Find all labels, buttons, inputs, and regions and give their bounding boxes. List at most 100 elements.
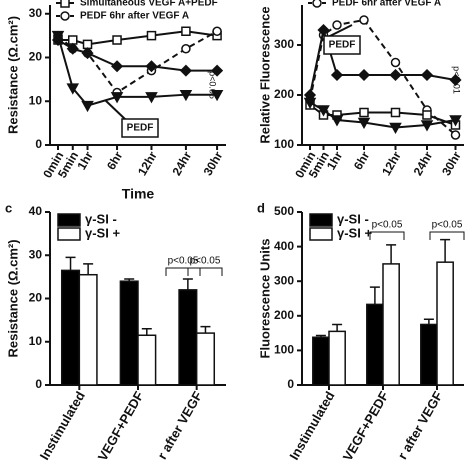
- bar: [436, 261, 454, 386]
- marker: [359, 15, 369, 25]
- error-bar: [182, 278, 193, 290]
- y-tick-label: 300: [274, 37, 294, 51]
- series-line: [57, 30, 218, 94]
- legend-swatch: [309, 227, 333, 241]
- arrow: [327, 24, 353, 38]
- marker: [449, 73, 462, 87]
- error-bar: [369, 286, 380, 305]
- marker: [51, 30, 65, 43]
- x-tick-label: 24hr: [411, 149, 436, 178]
- legend-label: γ-SI +: [85, 225, 120, 240]
- error-bar: [141, 328, 152, 336]
- marker: [390, 107, 401, 118]
- bracket: [165, 267, 201, 276]
- y-tick-label: 20: [29, 50, 43, 64]
- error-bar: [200, 325, 211, 334]
- marker: [312, 0, 322, 8]
- marker: [60, 11, 70, 21]
- marker: [357, 117, 371, 130]
- error-bar: [65, 256, 76, 271]
- marker: [303, 97, 317, 110]
- bar: [137, 334, 157, 386]
- error-bar: [440, 238, 451, 263]
- y-tick-label: 300: [274, 273, 294, 287]
- x-tick-label: VEGF+PEDF: [340, 389, 392, 464]
- marker: [110, 92, 124, 104]
- y-tick-label: 500: [274, 204, 294, 218]
- y-tick-label: 200: [274, 308, 294, 322]
- marker: [330, 115, 344, 127]
- marker: [66, 83, 80, 95]
- marker: [317, 23, 330, 37]
- y-tick-label: 30: [29, 6, 43, 20]
- marker: [317, 105, 330, 117]
- annotation-box: [121, 118, 159, 138]
- annotation: p<0.05: [168, 256, 199, 267]
- marker: [145, 92, 158, 104]
- bar: [366, 303, 384, 386]
- marker: [212, 26, 222, 36]
- marker: [210, 89, 224, 102]
- x-tick-label: 6hr: [351, 149, 373, 172]
- legend-label: γ-SI -: [337, 211, 369, 226]
- marker: [389, 68, 402, 82]
- y-tick-label: 40: [29, 204, 43, 218]
- x-tick-label: Instimulated: [286, 389, 337, 463]
- annotation: PEDF: [329, 40, 356, 51]
- marker: [332, 20, 342, 30]
- y-tick-label: 20: [29, 291, 43, 305]
- bracket: [187, 267, 223, 276]
- error-bar: [83, 263, 94, 275]
- marker: [449, 115, 462, 127]
- y-axis-label: Fluorescence Units: [257, 239, 272, 359]
- marker: [181, 44, 191, 54]
- bracket: [369, 231, 405, 240]
- x-axis-label: Time: [122, 186, 155, 202]
- y-tick-label: 0: [287, 377, 294, 391]
- marker: [181, 26, 191, 36]
- bar: [78, 273, 98, 386]
- annotation: p<0.05: [372, 220, 403, 231]
- marker: [422, 110, 432, 120]
- error-bar: [386, 244, 397, 264]
- annotation: p<0.05: [190, 256, 221, 267]
- legend-label: γ-SI -: [85, 211, 117, 226]
- x-tick-label: 30hr: [439, 149, 464, 178]
- marker: [330, 68, 344, 82]
- bar: [420, 323, 438, 386]
- error-bar: [332, 323, 343, 332]
- y-axis-label: Resistance (Ω.cm²): [5, 239, 20, 357]
- bar: [382, 263, 400, 386]
- marker: [357, 68, 371, 82]
- legend-label: PEDF 6hr after VEGF A: [80, 11, 189, 22]
- marker: [145, 60, 158, 73]
- y-tick-label: 100: [274, 137, 294, 151]
- error-bar: [423, 318, 434, 325]
- marker: [112, 35, 122, 45]
- marker: [146, 30, 157, 41]
- x-tick-label: 12hr: [135, 149, 160, 178]
- annotation: PEDF: [127, 123, 154, 134]
- y-tick-label: 30: [29, 247, 43, 261]
- marker: [66, 42, 79, 55]
- annotation: p<0.05: [208, 71, 218, 99]
- series-line: [58, 30, 218, 46]
- legend-swatch: [57, 213, 81, 227]
- x-tick-label: 1hr: [324, 149, 346, 172]
- bar: [312, 336, 330, 386]
- annotation: p<0.01: [452, 66, 462, 94]
- marker: [359, 107, 369, 118]
- panel-label: c: [5, 200, 12, 215]
- x-tick-label: 12hr: [379, 149, 404, 178]
- bar: [328, 330, 346, 386]
- error-bar: [124, 278, 135, 282]
- marker: [81, 47, 94, 60]
- error-bar: [315, 334, 326, 338]
- bar: [60, 269, 81, 386]
- marker: [211, 64, 224, 77]
- bar: [119, 280, 139, 386]
- y-tick-label: 100: [274, 343, 294, 357]
- x-tick-label: 1hr: [74, 149, 96, 172]
- x-tick-label: 24hr: [169, 149, 194, 178]
- x-tick-label: r after VEGF: [154, 389, 205, 462]
